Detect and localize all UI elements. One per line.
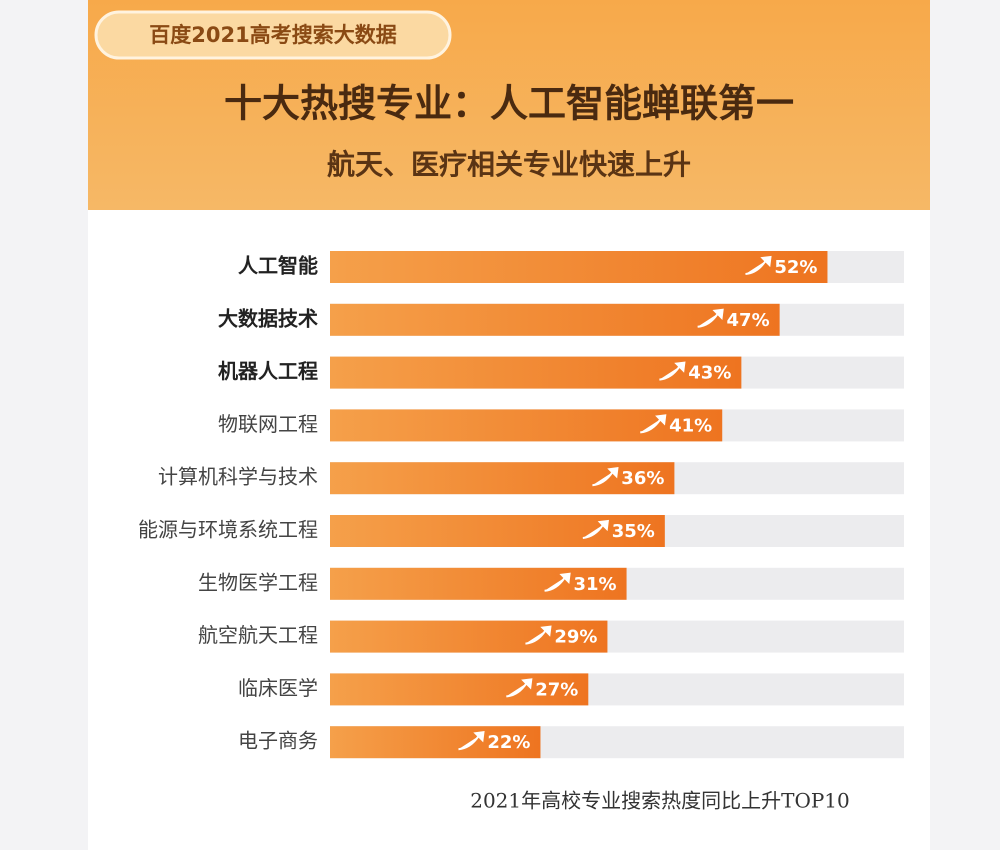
value-label: 47% <box>727 310 770 331</box>
chart-subtitle: 航天、医疗相关专业快速上升 <box>327 148 691 181</box>
caption: 2021年高校专业搜索热度同比上升TOP10 <box>470 789 850 813</box>
bar <box>330 673 589 706</box>
arrow-icon <box>745 255 772 275</box>
arrow-icon <box>697 308 724 328</box>
arrow-icon <box>582 519 609 539</box>
y-tick-label: 航空航天工程 <box>198 623 318 647</box>
bar <box>330 726 541 759</box>
bar <box>330 620 608 653</box>
arrow-icon <box>659 361 686 381</box>
bar <box>330 409 723 442</box>
arrow-icon <box>458 731 485 751</box>
bar <box>330 515 665 547</box>
y-tick-label: 人工智能 <box>238 254 318 278</box>
y-tick-label: 大数据技术 <box>218 306 318 330</box>
value-label: 27% <box>535 679 578 700</box>
badge-bg <box>94 10 452 60</box>
value-label: 31% <box>573 574 616 595</box>
bar <box>330 303 780 336</box>
value-label: 43% <box>688 363 731 384</box>
arrow-icon <box>525 625 552 645</box>
y-tick-label: 临床医学 <box>238 676 318 700</box>
badge: 百度2021高考搜索大数据 <box>149 23 396 47</box>
bar <box>330 251 828 283</box>
arrow-icon <box>544 572 571 592</box>
arrow-icon <box>506 678 533 698</box>
y-tick-label: 机器人工程 <box>218 359 318 383</box>
y-tick-label: 电子商务 <box>238 729 318 753</box>
y-tick-label: 生物医学工程 <box>198 570 318 594</box>
value-label: 36% <box>621 468 664 489</box>
arrow-icon <box>592 467 619 487</box>
value-label: 52% <box>774 257 817 278</box>
y-tick-label: 能源与环境系统工程 <box>138 518 318 542</box>
arrow-icon <box>640 414 667 434</box>
value-label: 22% <box>487 732 530 753</box>
bar <box>330 356 742 389</box>
chart-title: 十大热搜专业：人工智能蝉联第一 <box>224 82 794 126</box>
value-label: 35% <box>612 521 655 542</box>
value-label: 29% <box>554 627 597 648</box>
y-tick-label: 物联网工程 <box>218 412 318 436</box>
value-label: 41% <box>669 415 712 436</box>
bar <box>330 567 627 600</box>
y-tick-label: 计算机科学与技术 <box>158 465 318 489</box>
